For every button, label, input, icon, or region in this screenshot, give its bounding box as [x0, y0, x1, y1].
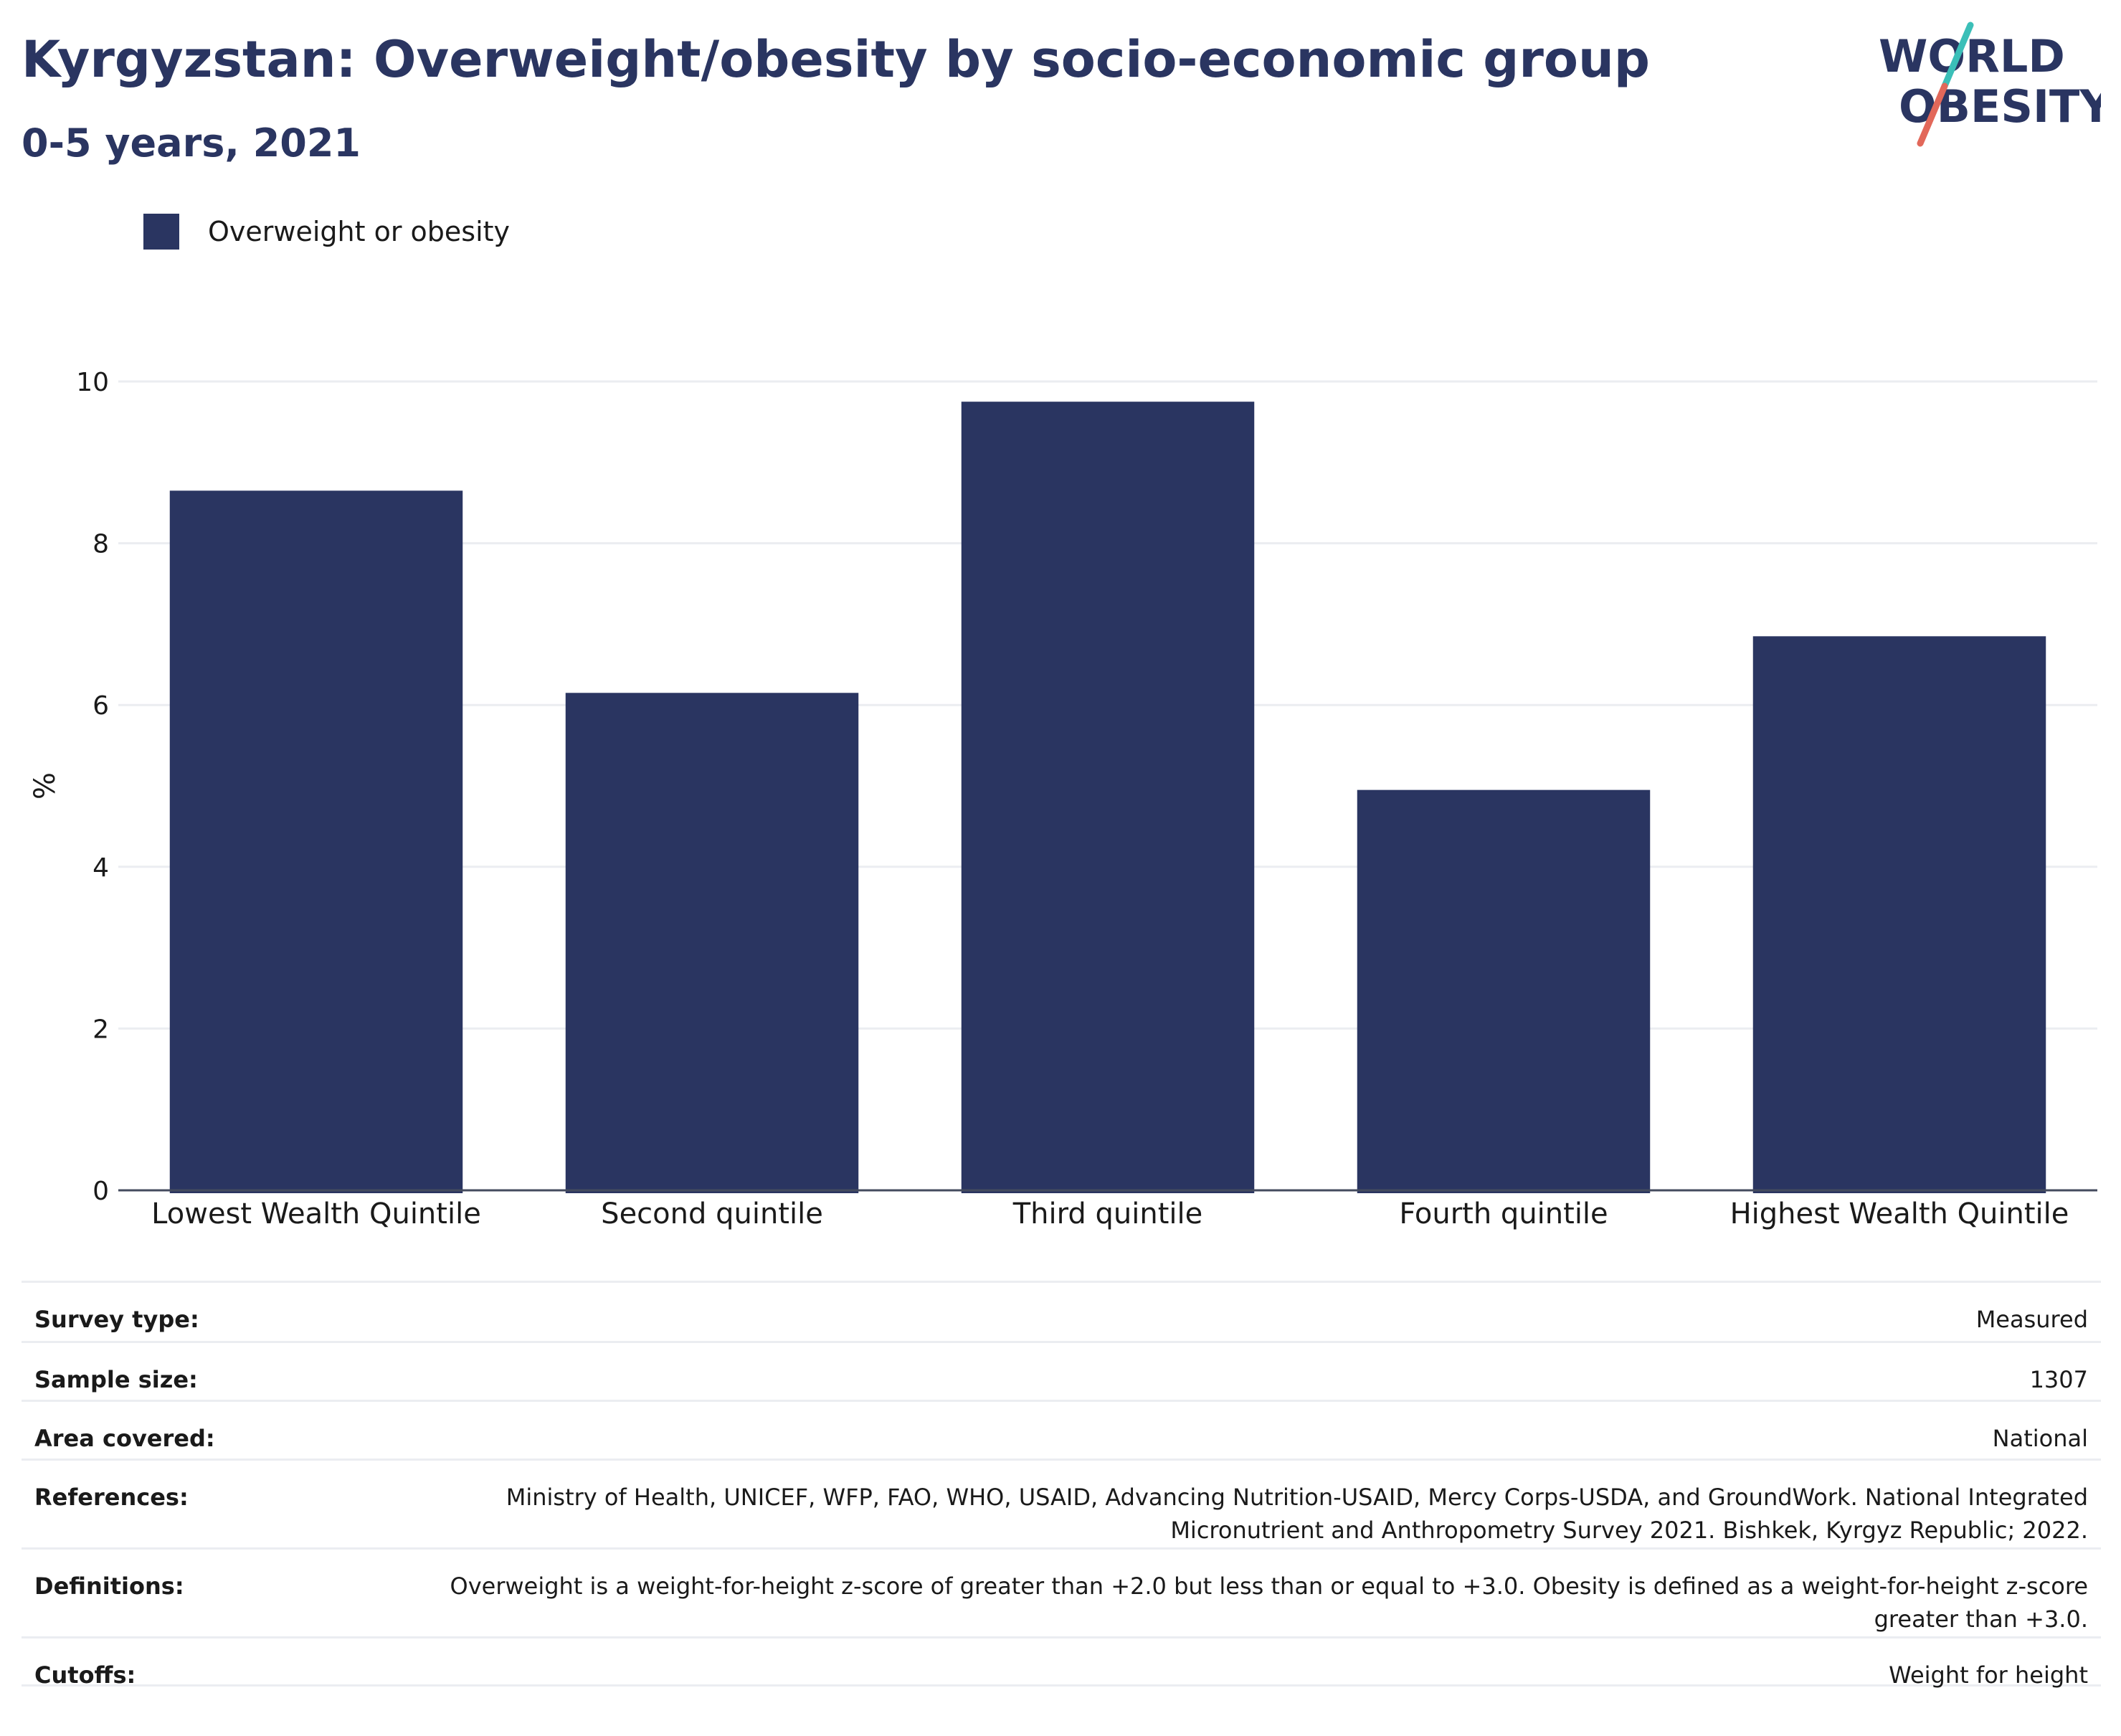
info-value: Overweight is a weight-for-height z-scor… [450, 1573, 2088, 1633]
info-label: Area covered: [34, 1425, 215, 1452]
info-value: Measured [1975, 1306, 2088, 1333]
info-label: Survey type: [34, 1306, 199, 1333]
y-tick-label: 6 [92, 691, 109, 721]
y-axis-label: % [29, 772, 62, 800]
bar [961, 402, 1255, 1194]
y-tick-label: 8 [92, 530, 109, 559]
info-label: Sample size: [34, 1366, 198, 1393]
legend-swatch [143, 214, 179, 250]
info-value: Ministry of Health, UNICEF, WFP, FAO, WH… [506, 1484, 2088, 1544]
page-title: Kyrgyzstan: Overweight/obesity by socio-… [22, 30, 1650, 89]
info-value: Weight for height [1889, 1661, 2088, 1689]
info-row: Survey type: Measured [22, 1281, 2101, 1341]
info-row: Cutoffs: Weight for height [22, 1636, 2101, 1689]
info-row: Definitions: Overweight is a weight-for-h… [22, 1547, 2101, 1636]
y-tick-label: 2 [92, 1015, 109, 1044]
logo-slash-top [1941, 22, 1974, 90]
info-row: Area covered: National [22, 1400, 2101, 1458]
logo-slash-bottom [1917, 82, 1948, 147]
y-tick-label: 0 [92, 1177, 109, 1206]
info-label: Cutoffs: [34, 1661, 136, 1689]
world-obesity-logo: WORLD OBESITY [1879, 22, 2101, 147]
legend-label: Overweight or obesity [208, 216, 511, 247]
info-value: National [1992, 1425, 2088, 1452]
info-label: References: [34, 1484, 189, 1511]
x-tick-label: Fourth quintile [1399, 1197, 1608, 1230]
page-subtitle: 0-5 years, 2021 [22, 120, 361, 166]
info-row: Sample size: 1307 [22, 1341, 2101, 1400]
y-tick-label: 10 [76, 368, 109, 397]
x-tick-label: Highest Wealth Quintile [1730, 1197, 2069, 1230]
info-label: Definitions: [34, 1573, 184, 1600]
bar [1752, 636, 2046, 1193]
x-tick-label: Lowest Wealth Quintile [151, 1197, 481, 1230]
x-tick-label: Third quintile [1012, 1197, 1202, 1230]
bar-chart: 0 2 4 6 8 10% Lowest Wealth Quintile Second qui… [29, 368, 2097, 1230]
survey-info-table: Survey type: Measured Sample size: 1307 Area… [22, 1281, 2101, 1689]
x-tick-label: Second quintile [601, 1197, 823, 1230]
chart-legend: Overweight or obesity [143, 212, 510, 251]
logo-line1: WORLD [1879, 30, 2065, 82]
bar [565, 693, 859, 1193]
bar [169, 490, 463, 1193]
y-tick-label: 4 [92, 853, 109, 883]
info-value: 1307 [2029, 1366, 2088, 1393]
bar [1357, 789, 1651, 1193]
info-row: References: Ministry of Health, UNICEF, W… [22, 1458, 2101, 1547]
